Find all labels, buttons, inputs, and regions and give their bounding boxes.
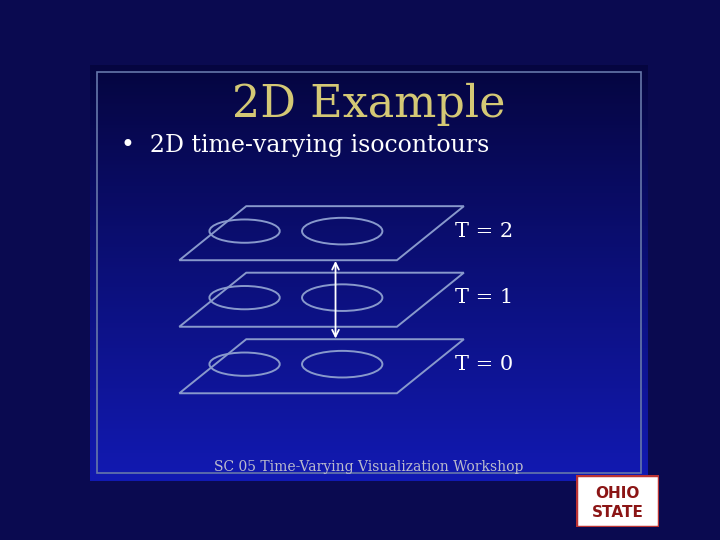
Text: T = 2: T = 2 <box>456 221 513 241</box>
Text: T = 0: T = 0 <box>456 355 514 374</box>
Text: SC 05 Time-Varying Visualization Workshop: SC 05 Time-Varying Visualization Worksho… <box>215 460 523 474</box>
Text: STATE: STATE <box>591 505 644 519</box>
Text: •  2D time-varying isocontours: • 2D time-varying isocontours <box>121 134 489 157</box>
Text: 2D Example: 2D Example <box>233 83 505 126</box>
Text: OHIO: OHIO <box>595 485 639 501</box>
Text: T = 1: T = 1 <box>456 288 514 307</box>
